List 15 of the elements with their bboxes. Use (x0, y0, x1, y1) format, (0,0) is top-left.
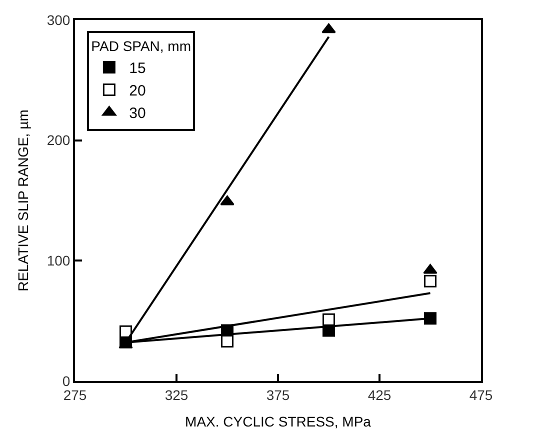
y-tick-label: 200 (46, 132, 70, 148)
x-tick-label: 375 (266, 386, 290, 403)
y-tick-label: 100 (46, 252, 70, 269)
y-tick-label: 0 (62, 372, 70, 389)
legend-label: 30 (129, 105, 146, 122)
legend-title: PAD SPAN, mm (91, 38, 192, 54)
x-tick-label: 425 (368, 386, 392, 403)
x-tick-label: 275 (63, 386, 87, 403)
x-axis-title: MAX. CYCLIC STRESS, MPa (185, 414, 372, 430)
legend-label: 15 (129, 60, 146, 78)
x-tick-label: 475 (469, 386, 493, 403)
y-axis-title: RELATIVE SLIP RANGE, µm (14, 110, 31, 292)
x-tick-label: 325 (164, 386, 188, 403)
legend-label: 20 (129, 82, 146, 100)
y-tick-label: 300 (46, 12, 70, 28)
